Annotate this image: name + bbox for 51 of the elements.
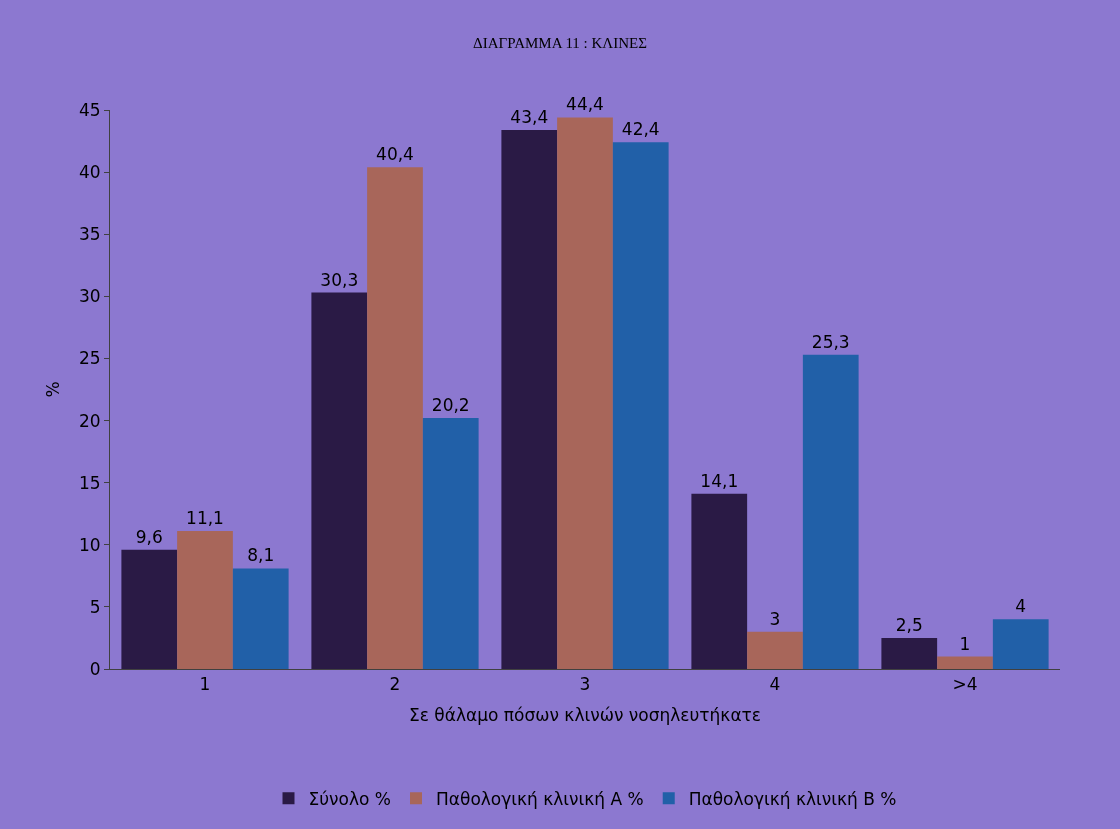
data-label: 44,4 <box>566 94 604 115</box>
y-tick-label: 40 <box>78 162 101 183</box>
legend-label: Παθολογική κλινική Α % <box>436 788 644 809</box>
data-label: 25,3 <box>811 331 850 352</box>
data-label: 20,2 <box>431 395 470 416</box>
chart-title: ΔΙΑΓΡΑΜΜΑ 11 : ΚΛΙΝΕΣ <box>473 34 647 51</box>
data-label: 9,6 <box>135 526 163 547</box>
bar <box>802 354 859 669</box>
bar <box>747 631 803 669</box>
bar <box>937 656 993 669</box>
data-label: 1 <box>959 633 971 654</box>
y-tick-label: 25 <box>78 348 101 369</box>
bar <box>177 531 233 669</box>
bar <box>121 549 178 669</box>
data-label: 2,5 <box>895 614 923 635</box>
y-tick-label: 20 <box>78 410 101 431</box>
x-tick-label: 1 <box>199 674 211 695</box>
y-tick-label: 30 <box>78 286 101 307</box>
data-label: 42,4 <box>621 119 660 140</box>
y-tick-label: 35 <box>78 224 101 245</box>
bar <box>501 129 558 669</box>
bar <box>422 418 479 669</box>
data-label: 30,3 <box>320 269 359 290</box>
x-tick-label: 3 <box>579 674 591 695</box>
data-label: 40,4 <box>376 144 414 165</box>
x-axis-title: Σε θάλαμο πόσων κλινών νοσηλευτήκατε <box>408 704 762 725</box>
bar <box>557 117 613 669</box>
bar <box>691 493 748 669</box>
x-tick-label: 2 <box>389 674 401 695</box>
y-tick-label: 45 <box>78 99 101 120</box>
bar <box>311 292 368 669</box>
x-tick-label: 4 <box>769 674 781 695</box>
bar <box>881 637 938 669</box>
data-label: 3 <box>769 608 781 629</box>
legend-label: Παθολογική κλινική Β % <box>688 788 897 809</box>
y-axis-title: % <box>42 381 63 398</box>
data-label: 14,1 <box>700 470 739 491</box>
bar <box>992 619 1049 669</box>
y-tick-label: 15 <box>78 472 101 493</box>
data-label: 4 <box>1015 596 1027 617</box>
y-tick-label: 10 <box>78 534 101 555</box>
data-label: 8,1 <box>247 545 275 566</box>
x-tick-label: >4 <box>952 674 978 695</box>
bar <box>612 142 669 669</box>
bar <box>232 568 289 669</box>
y-tick-label: 0 <box>89 658 101 679</box>
data-label: 43,4 <box>510 106 549 127</box>
data-label: 11,1 <box>186 508 224 529</box>
y-tick-label: 5 <box>89 596 101 617</box>
legend-label: Σύνολο % <box>308 788 391 809</box>
bar <box>367 167 423 669</box>
